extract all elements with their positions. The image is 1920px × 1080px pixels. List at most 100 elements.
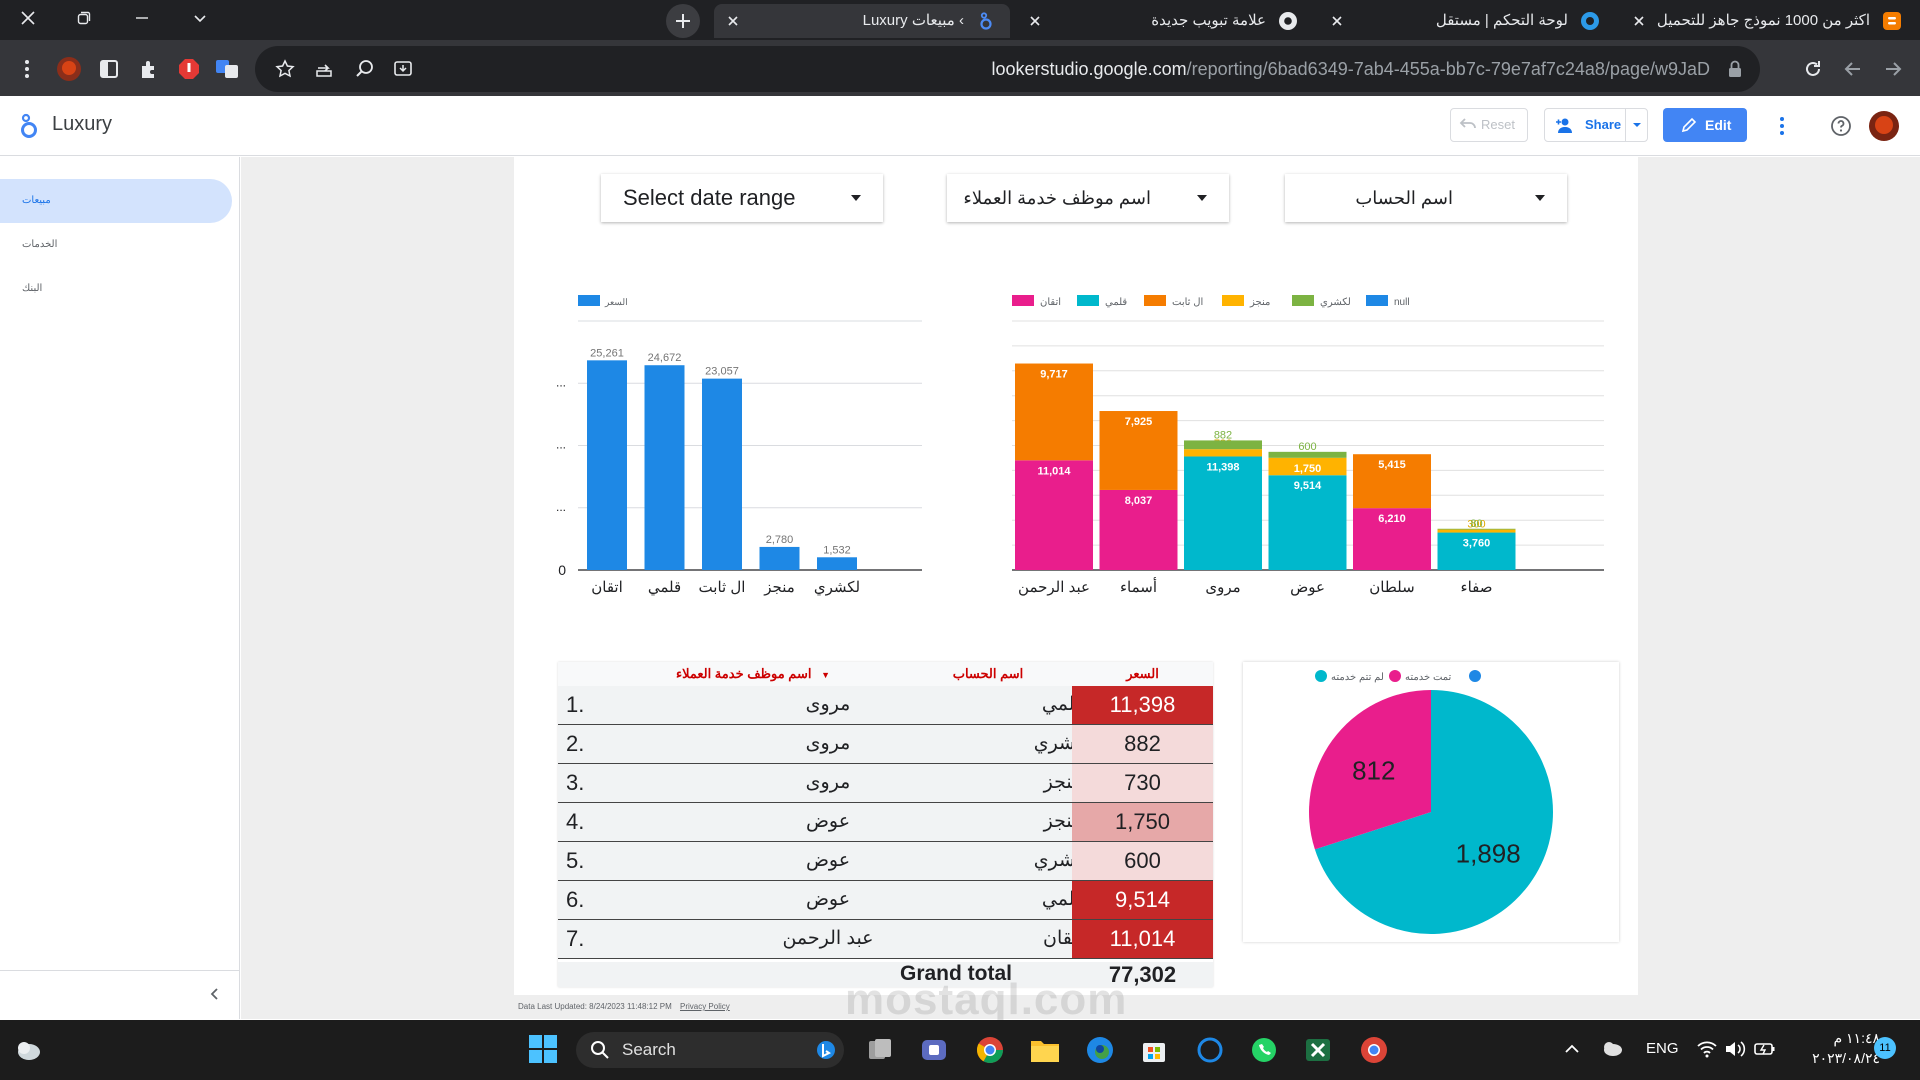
bar[interactable] — [644, 365, 685, 570]
battery-icon[interactable] — [1754, 1039, 1776, 1059]
pie-slice[interactable] — [1309, 690, 1431, 850]
edit-button[interactable]: Edit — [1663, 108, 1747, 142]
column-header-account[interactable]: اسم الحساب — [888, 662, 1088, 686]
help-icon[interactable] — [1830, 115, 1852, 137]
table-row[interactable]: 4. عوض منجز 1,750 — [558, 803, 1213, 842]
translate-icon[interactable] — [214, 56, 240, 82]
account-avatar[interactable] — [1868, 110, 1900, 142]
edge-icon[interactable] — [1086, 1036, 1114, 1064]
share-button[interactable]: Share — [1544, 108, 1648, 142]
bar[interactable] — [587, 360, 627, 570]
window-restore-button[interactable] — [64, 0, 104, 36]
nav-item-bank[interactable]: البنك — [22, 283, 43, 294]
looker-studio-logo-icon[interactable] — [18, 112, 40, 140]
cortana-icon[interactable] — [1196, 1036, 1224, 1064]
stacked-bar-segment[interactable] — [1268, 475, 1347, 570]
side-panel-icon[interactable] — [96, 56, 122, 82]
reset-button[interactable]: Reset — [1450, 108, 1528, 142]
column-header-price[interactable]: السعر — [1072, 662, 1213, 686]
nav-item-services[interactable]: الخدمات — [22, 239, 58, 250]
table-row[interactable]: 7. عبد الرحمن اتقان 11,014 — [558, 920, 1213, 959]
stacked-bar-segment[interactable] — [1184, 456, 1262, 570]
tab-templates[interactable]: اكثر من 1000 نموذج جاهز للتحميل — [1620, 4, 1916, 38]
zoom-icon[interactable] — [355, 59, 375, 79]
stacked-bar-segment[interactable] — [1437, 528, 1516, 530]
more-options-icon[interactable] — [1774, 114, 1790, 138]
close-icon[interactable] — [1630, 12, 1648, 30]
window-close-button[interactable] — [8, 0, 48, 36]
start-icon[interactable] — [528, 1034, 558, 1064]
stacked-bar-segment[interactable] — [1268, 451, 1347, 458]
new-tab-button[interactable] — [666, 4, 700, 38]
close-icon[interactable] — [1328, 12, 1346, 30]
bar[interactable] — [702, 378, 742, 570]
stacked-bar-segment[interactable] — [1099, 411, 1178, 490]
taskbar-search-box[interactable]: Search — [576, 1032, 844, 1068]
pie-slice[interactable] — [1314, 690, 1553, 934]
excel-icon[interactable] — [1304, 1036, 1332, 1064]
clock-date[interactable]: ٢٠٢٣/٠٨/٢٤ — [1812, 1050, 1880, 1066]
reload-icon[interactable] — [1800, 56, 1826, 82]
notification-badge[interactable]: 11 — [1874, 1037, 1896, 1059]
tab-dashboard[interactable]: لوحة التحكم | مستقل — [1318, 4, 1614, 38]
table-row[interactable]: 1. مروى قلمي 11,398 — [558, 686, 1213, 725]
stacked-bar-segment[interactable] — [1184, 449, 1262, 457]
lock-icon[interactable] — [1728, 60, 1742, 78]
tab-search-button[interactable] — [180, 0, 220, 36]
close-icon[interactable] — [724, 12, 742, 30]
share-page-icon[interactable] — [315, 59, 335, 79]
star-icon[interactable] — [275, 59, 295, 79]
report-title[interactable]: Luxury — [52, 113, 113, 135]
table-row[interactable]: 3. مروى منجز 730 — [558, 764, 1213, 803]
cloud-icon[interactable] — [1600, 1038, 1624, 1058]
task-view-icon[interactable] — [866, 1036, 894, 1064]
close-icon[interactable] — [1026, 12, 1044, 30]
stacked-bar-segment[interactable] — [1184, 440, 1262, 450]
file-explorer-icon[interactable] — [1030, 1036, 1060, 1064]
weather-icon[interactable] — [14, 1038, 42, 1062]
stacked-bar-segment[interactable] — [1015, 460, 1093, 570]
stacked-bar-segment[interactable] — [1353, 454, 1431, 509]
window-minimize-button[interactable] — [122, 0, 162, 36]
account-filter[interactable]: اسم الحساب — [1285, 174, 1567, 222]
stacked-bar-segment[interactable] — [1268, 457, 1347, 476]
adblock-icon[interactable] — [176, 56, 202, 82]
forward-icon[interactable] — [1840, 56, 1866, 82]
share-dropdown-chevron-icon[interactable] — [1625, 109, 1647, 141]
date-range-control[interactable]: Select date range — [601, 174, 883, 222]
stacked-bar-segment[interactable] — [1015, 363, 1093, 461]
stacked-bar-segment[interactable] — [1353, 508, 1431, 570]
privacy-policy-link[interactable]: Privacy Policy — [679, 1002, 730, 1011]
extensions-icon[interactable] — [136, 56, 162, 82]
employee-filter[interactable]: اسم موظف خدمة العملاء — [947, 174, 1229, 222]
back-icon[interactable] — [1880, 56, 1906, 82]
nav-item-sales[interactable]: مبيعات — [0, 179, 232, 223]
whatsapp-icon[interactable] — [1250, 1036, 1278, 1064]
volume-icon[interactable] — [1724, 1039, 1746, 1059]
collapse-sidebar-icon[interactable] — [208, 987, 222, 1001]
stacked-bar-segment[interactable] — [1437, 529, 1516, 533]
menu-icon[interactable] — [14, 56, 40, 82]
tab-new-tab[interactable]: علامة تبويب جديدة — [1016, 4, 1312, 38]
add-person-icon — [1555, 117, 1577, 133]
table-row[interactable]: 6. عوض قلمي 9,514 — [558, 881, 1213, 920]
teams-icon[interactable] — [920, 1036, 948, 1064]
store-icon[interactable] — [1140, 1036, 1168, 1064]
clock-time[interactable]: ١١:٤٨ م — [1833, 1030, 1880, 1046]
chevron-up-icon[interactable] — [1564, 1042, 1580, 1054]
chrome-profile-icon[interactable] — [1360, 1036, 1388, 1064]
wifi-icon[interactable] — [1696, 1039, 1718, 1059]
tab-luxury[interactable]: Luxury ‏› مبيعات — [714, 4, 1010, 38]
bar[interactable] — [817, 557, 857, 570]
install-app-icon[interactable] — [393, 59, 413, 79]
table-row[interactable]: 5. عوض لكشري 600 — [558, 842, 1213, 881]
table-row[interactable]: 2. مروى لكشري 882 — [558, 725, 1213, 764]
address-bar[interactable]: lookerstudio.google.com/reporting/6bad63… — [255, 46, 1760, 92]
chrome-icon[interactable] — [976, 1036, 1004, 1064]
stacked-bar-segment[interactable] — [1099, 489, 1178, 570]
bar[interactable] — [759, 546, 800, 570]
stacked-bar-segment[interactable] — [1437, 532, 1516, 570]
language-indicator[interactable]: ENG — [1646, 1040, 1679, 1057]
profile-avatar[interactable] — [56, 56, 82, 82]
column-header-employee[interactable]: اسم موظف خدمة العملاء ▼ — [628, 662, 878, 686]
